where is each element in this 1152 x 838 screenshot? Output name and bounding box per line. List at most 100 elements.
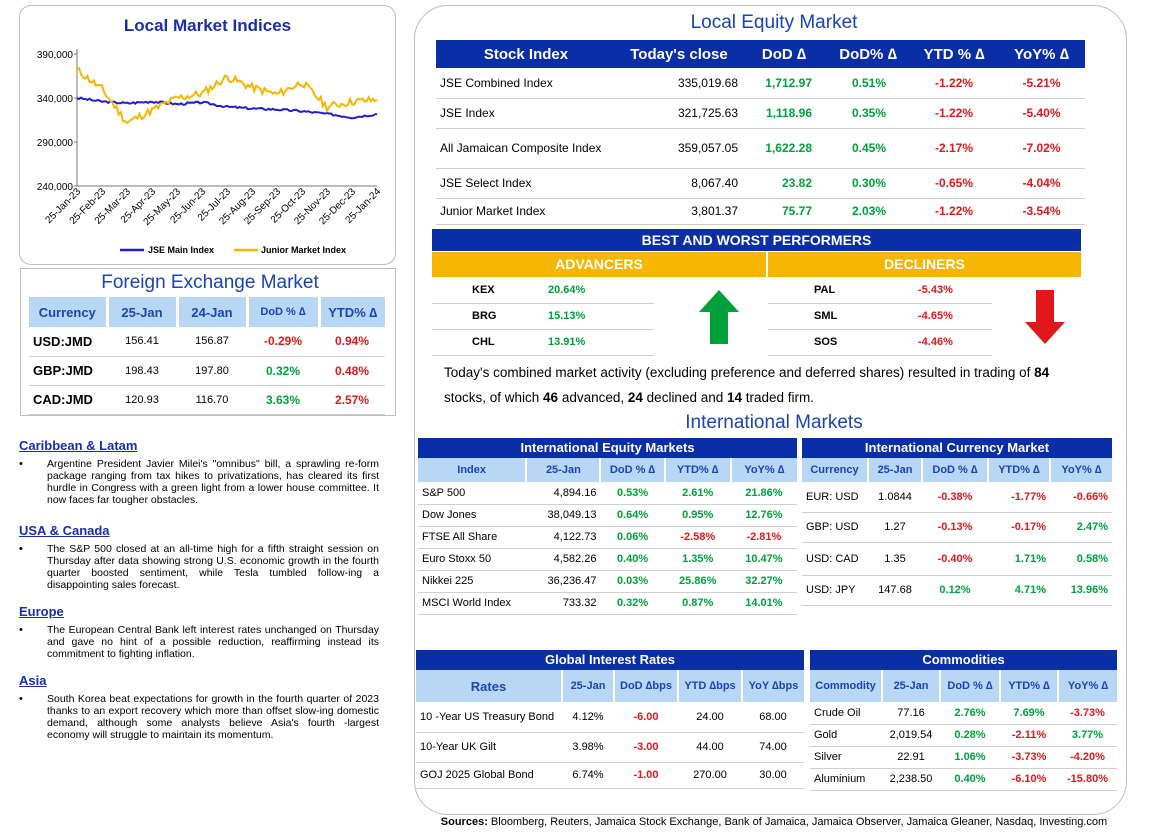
equity-header: YoY% ∆ [998,40,1085,68]
equity-cell-dodp: 2.03% [826,198,910,225]
decliner-row: SML -4.65% [768,304,992,330]
equity-cell-yoy: -5.21% [998,68,1085,99]
news-heading[interactable]: USA & Canada [19,523,110,538]
forex-header: 25-Jan [107,297,179,327]
equity-header: YTD % ∆ [910,40,998,68]
commodities-cell-name: Crude Oil [810,702,882,725]
forex-cell-v2: 116.70 [177,385,247,415]
equity-row: JSE Index 321,725.63 1,118.96 0.35% -1.22% -5… [436,98,1085,129]
y-tick-label: 240,000 [37,182,74,193]
intl-currency-cell-yoy: 0.58% [1050,542,1112,576]
intl-currency-cell-val: 1.35 [868,542,922,576]
intl-equity-cell-dod: 0.53% [600,482,665,505]
intl-currency-row: USD: JPY 147.68 0.12% 4.71% 13.96% [802,575,1112,606]
intl-equity-table: Index 25-Jan DoD % ∆ YTD% ∆ YoY% ∆ S&P 5… [418,458,797,615]
equity-cell-close: 335,019.68 [616,68,742,99]
international-title: International Markets [685,412,863,433]
equity-header: DoD ∆ [742,40,826,68]
summary-declined: 24 [627,390,643,405]
intl-currency-header: DoD % ∆ [921,458,988,482]
commodities-header: Commodity [810,670,882,702]
commodities-table: Commodity 25-Jan DoD % ∆ YTD% ∆ YoY% ∆ C… [810,670,1117,791]
sources-label: Sources: [440,816,488,828]
forex-header: DoD % ∆ [247,297,321,327]
intl-currency-header: Currency [802,458,868,482]
news-heading[interactable]: Asia [19,673,47,688]
advancer-symbol: CHL [472,336,495,348]
forex-cell-ytd: 2.57% [319,385,385,415]
commodities-row: Gold 2,019.54 0.28% -2.11% 3.77% [810,724,1117,747]
intl-equity-cell-ytd: 0.95% [664,504,731,527]
equity-cell-dodp: 0.45% [826,128,910,169]
forex-cell-ytd: 0.48% [319,356,385,386]
y-tick-label: 390,000 [37,50,74,61]
commodities-cell-dod: 1.06% [940,746,1000,769]
commodities-cell-dod: 2.76% [940,702,1000,725]
news-item: Caribbean & Latam Argentine President Ja… [19,438,379,506]
news-text: Argentine President Javier Milei's "omni… [19,458,379,506]
advancers-bar: ADVANCERS [432,252,766,277]
decliner-pct: -4.46% [918,336,953,348]
rates-row: 10-Year UK Gilt 3.98% -3.00 44.00 74.00 [416,732,804,763]
commodities-cell-ytd: -6.10% [1000,768,1058,791]
news-text: South Korea beat expectations for growth… [19,693,379,741]
equity-cell-name: JSE Index [436,98,616,129]
commodities-cell-dod: 0.28% [940,724,1000,747]
news-heading[interactable]: Caribbean & Latam [19,438,138,453]
news-item: USA & Canada The S&P 500 closed at an al… [19,523,379,591]
intl-currency-cell-name: USD: JPY [802,575,868,606]
intl-equity-cell-dod: 0.64% [600,504,665,527]
advancer-symbol: KEX [472,284,495,296]
forex-cell-dod: -0.29% [247,327,319,357]
decliner-symbol: SML [814,310,838,322]
advancer-row: KEX 20.64% [432,278,654,304]
intl-currency-header: YoY% ∆ [1049,458,1112,482]
intl-currency-cell-yoy: 2.47% [1050,512,1112,543]
intl-currency-cell-val: 1.27 [868,512,922,543]
summary-text: Today's combined market activity (exclud… [444,365,1035,380]
forex-cell-dod: 3.63% [247,385,319,415]
rates-header: Rates [416,670,562,702]
rates-cell-name: GOJ 2025 Global Bond [416,762,562,789]
intl-equity-cell-yoy: -2.81% [730,526,797,549]
rates-header: YoY ∆bps [741,670,804,702]
commodities-cell-yoy: -3.73% [1058,702,1117,725]
summary-total: 84 [1034,365,1050,380]
commodities-cell-val: 77.16 [882,702,940,725]
advancer-pct: 15.13% [548,310,586,322]
rates-row: GOJ 2025 Global Bond 6.74% -1.00 270.00 30.0… [416,762,804,789]
intl-equity-cell-dod: 0.03% [600,570,665,593]
down-arrow-icon [1025,290,1065,344]
equity-cell-dod: 75.77 [742,198,826,225]
advancer-symbol: BRG [472,310,497,322]
advancer-row: CHL 13.91% [432,330,654,356]
intl-equity-header: YTD% ∆ [663,458,731,482]
legend-label: Junior Market Index [261,245,346,255]
equity-cell-dod: 1,712.97 [742,68,826,99]
commodities-cell-val: 22.91 [882,746,940,769]
equity-panel [414,5,1127,815]
commodities-cell-ytd: 7.69% [1000,702,1058,725]
forex-row: CAD:JMD 120.93 116.70 3.63% 2.57% [29,385,385,415]
equity-cell-ytd: -0.65% [910,168,998,199]
intl-currency-cell-name: EUR: USD [802,482,868,513]
news-heading[interactable]: Europe [19,604,64,619]
intl-currency-section: International Currency Market Currency 2… [802,438,1112,606]
equity-cell-name: JSE Select Index [436,168,616,199]
intl-currency-row: EUR: USD 1.0844 -0.38% -1.77% -0.66% [802,482,1112,513]
intl-currency-cell-ytd: -0.17% [988,512,1050,543]
equity-cell-dodp: 0.35% [826,98,910,129]
intl-equity-cell-ytd: 25.86% [664,570,731,593]
y-tick-label: 290,000 [37,138,74,149]
summary-text: declined and [642,390,727,405]
intl-currency-cell-val: 147.68 [868,575,922,606]
equity-cell-yoy: -5.40% [998,98,1085,129]
intl-equity-cell-name: Nikkei 225 [418,570,527,593]
y-tick-label: 340,000 [37,94,74,105]
decliner-symbol: SOS [814,336,838,348]
rates-title: Global Interest Rates [416,650,804,670]
intl-equity-row: Nikkei 225 36,236.47 0.03% 25.86% 32.27% [418,570,797,593]
intl-equity-cell-name: FTSE All Share [418,526,527,549]
rates-cell-name: 10-Year UK Gilt [416,732,562,763]
commodities-header: DoD % ∆ [939,670,1000,702]
